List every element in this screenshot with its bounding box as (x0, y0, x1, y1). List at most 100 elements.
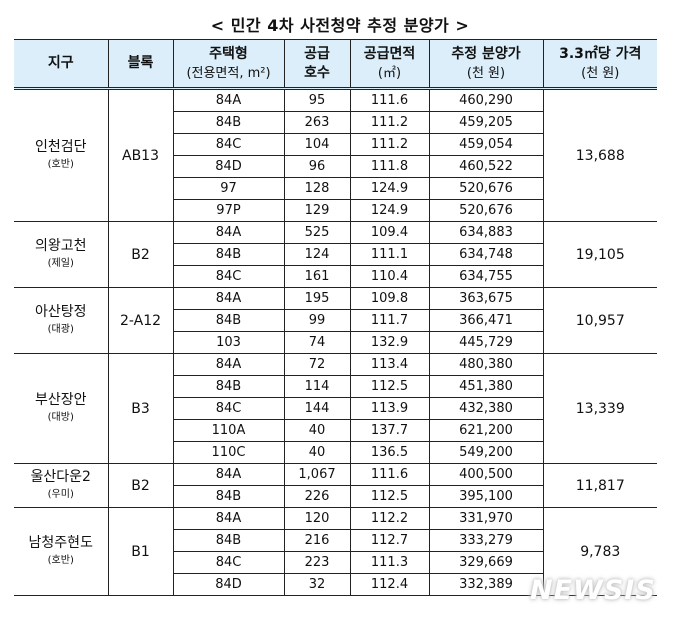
type-cell: 84B (172, 309, 285, 332)
units-cell: 32 (283, 573, 351, 596)
units-cell: 40 (283, 419, 351, 442)
price-cell: 333,279 (428, 529, 544, 552)
price-per-area-cell: 9,783 (542, 507, 657, 596)
type-cell: 84A (172, 287, 285, 310)
type-cell: 84B (172, 243, 285, 266)
type-cell: 84B (172, 485, 285, 508)
district-cell: 아산탕정 (대광) (14, 287, 109, 354)
header-supply: 공급 호수 (283, 39, 351, 90)
type-cell: 84D (172, 573, 285, 596)
price-cell: 460,290 (428, 88, 544, 112)
table-row: 97 128 124.9 520,676 (14, 177, 657, 200)
units-cell: 40 (283, 441, 351, 464)
table-row: 부산장안 (대방) B3 84A 72 113.4 480,380 13,339 (14, 353, 657, 464)
price-per-area-cell: 11,817 (542, 463, 657, 508)
header-block: 블록 (107, 39, 174, 90)
area-cell: 124.9 (349, 199, 430, 222)
newsis-watermark: NEWSIS (530, 575, 656, 606)
price-cell: 395,100 (428, 485, 544, 508)
area-cell: 109.4 (349, 221, 430, 244)
table-row: 84C 104 111.2 459,054 (14, 133, 657, 156)
units-cell: 99 (283, 309, 351, 332)
district-cell: 의왕고천 (제일) (14, 221, 109, 288)
table-row: 84B 99 111.7 366,471 (14, 309, 657, 332)
type-cell: 84A (172, 463, 285, 486)
price-cell: 329,669 (428, 551, 544, 574)
units-cell: 223 (283, 551, 351, 574)
price-cell: 366,471 (428, 309, 544, 332)
units-cell: 161 (283, 265, 351, 288)
units-cell: 72 (283, 353, 351, 376)
type-cell: 84A (172, 221, 285, 244)
price-cell: 459,205 (428, 111, 544, 134)
table-row: 84B 263 111.2 459,205 (14, 111, 657, 134)
units-cell: 216 (283, 529, 351, 552)
units-cell: 1,067 (283, 463, 351, 486)
price-per-area-cell: 13,688 (542, 88, 657, 222)
price-cell: 460,522 (428, 155, 544, 178)
district-cell: 부산장안 (대방) (14, 353, 109, 464)
price-cell: 634,748 (428, 243, 544, 266)
price-cell: 363,675 (428, 287, 544, 310)
table-row: 84C 223 111.3 329,669 (14, 551, 657, 574)
table-row: 110A 40 137.7 621,200 (14, 419, 657, 442)
table-row: 84B 114 112.5 451,380 (14, 375, 657, 398)
price-cell: 549,200 (428, 441, 544, 464)
area-cell: 111.6 (349, 88, 430, 112)
district-cell: 인천검단 (호반) (14, 88, 109, 222)
area-cell: 111.2 (349, 133, 430, 156)
price-cell: 480,380 (428, 353, 544, 376)
presale-price-table: 지구 블록 주택형 (전용면적, m²) 공급 호수 공급면적 (㎡) 추정 분양가(… (14, 39, 657, 596)
units-cell: 95 (283, 88, 351, 112)
header-price-per-area: 3.3㎡당 가격 (천 원) (542, 39, 657, 90)
area-cell: 112.4 (349, 573, 430, 596)
block-cell: 2-A12 (107, 287, 174, 354)
price-cell: 445,729 (428, 331, 544, 354)
table-row: 의왕고천 (제일) B2 84A 525 109.4 634,883 19,105 (14, 221, 657, 288)
units-cell: 226 (283, 485, 351, 508)
type-cell: 84B (172, 529, 285, 552)
type-cell: 110C (172, 441, 285, 464)
area-cell: 113.4 (349, 353, 430, 376)
area-cell: 109.8 (349, 287, 430, 310)
type-cell: 84D (172, 155, 285, 178)
price-cell: 331,970 (428, 507, 544, 530)
units-cell: 124 (283, 243, 351, 266)
type-cell: 84B (172, 375, 285, 398)
type-cell: 84A (172, 507, 285, 530)
units-cell: 114 (283, 375, 351, 398)
type-cell: 84B (172, 111, 285, 134)
type-cell: 84C (172, 551, 285, 574)
table-row: 84D 32 112.4 332,389 (14, 573, 657, 596)
header-price: 추정 분양가 (천 원) (428, 39, 544, 90)
type-cell: 103 (172, 331, 285, 354)
units-cell: 525 (283, 221, 351, 244)
type-cell: 97P (172, 199, 285, 222)
table-row: 울산다운2 (우미) B2 84A 1,067 111.6 400,500 11,817 (14, 463, 657, 508)
block-cell: AB13 (107, 88, 174, 222)
price-cell: 451,380 (428, 375, 544, 398)
units-cell: 120 (283, 507, 351, 530)
table-row: 103 74 132.9 445,729 (14, 331, 657, 354)
block-cell: B2 (107, 463, 174, 508)
area-cell: 112.5 (349, 485, 430, 508)
area-cell: 111.8 (349, 155, 430, 178)
price-cell: 459,054 (428, 133, 544, 156)
header-district: 지구 (14, 39, 109, 90)
type-cell: 97 (172, 177, 285, 200)
area-cell: 124.9 (349, 177, 430, 200)
page-title: < 민간 4차 사전청약 추정 분양가 > (210, 16, 470, 35)
price-per-area-cell: 13,339 (542, 353, 657, 464)
type-cell: 84C (172, 133, 285, 156)
type-cell: 84C (172, 265, 285, 288)
units-cell: 104 (283, 133, 351, 156)
units-cell: 144 (283, 397, 351, 420)
price-cell: 520,676 (428, 199, 544, 222)
block-cell: B1 (107, 507, 174, 596)
type-cell: 84C (172, 397, 285, 420)
header-area: 공급면적 (㎡) (349, 39, 430, 90)
area-cell: 136.5 (349, 441, 430, 464)
price-cell: 432,380 (428, 397, 544, 420)
units-cell: 195 (283, 287, 351, 310)
price-cell: 332,389 (428, 573, 544, 596)
